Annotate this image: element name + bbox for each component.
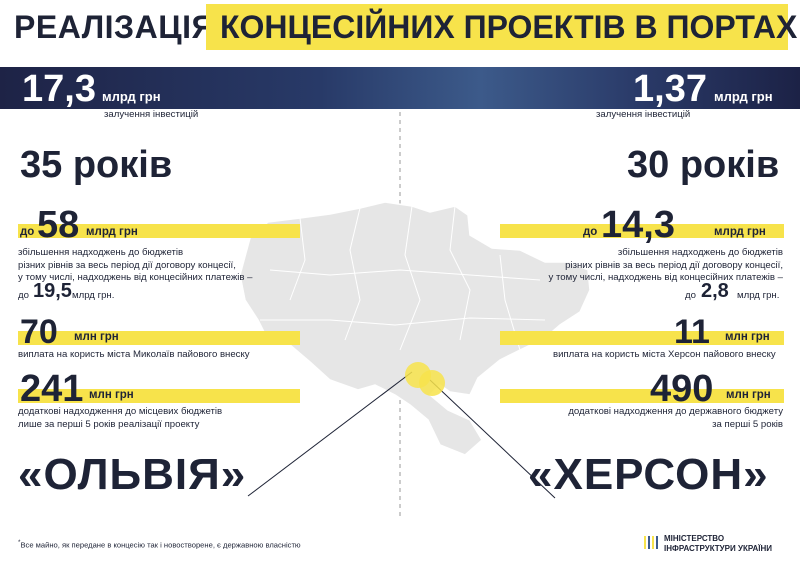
right-investment-value: 1,37 (633, 68, 707, 110)
left-budget-bar (18, 224, 300, 238)
ukraine-map-shape (239, 201, 591, 456)
right-budget-line-2: різних рівнів за весь період дії договор… (565, 259, 783, 271)
title-highlight-text: КОНЦЕСІЙНИХ ПРОЕКТІВ В ПОРТАХ (220, 9, 798, 45)
left-budget-line-3: у тому числі, надходжень від концесійних… (18, 272, 253, 283)
right-state-value: 490 (650, 368, 714, 410)
right-investment-unit: млрд грн (714, 89, 773, 104)
left-project-name: «ОЛЬВІЯ» (18, 450, 247, 499)
right-city-value: 11 (674, 313, 710, 351)
footnote-text: Все майно, як передане в концесію так і … (20, 540, 301, 550)
left-city-value: 70 (20, 313, 58, 351)
left-budget-sub-value: 19,5 (33, 280, 72, 302)
left-local-line-1: додаткові надходження до місцевих бюджет… (18, 406, 223, 417)
ministry-logo-line-2: ІНФРАСТРУКТУРИ УКРАЇНИ (664, 544, 772, 553)
right-years: 30 років (627, 144, 780, 186)
footnote: *Все майно, як передане в концесію так і… (18, 539, 301, 550)
right-budget-value: 14,3 (601, 204, 675, 246)
investment-band (0, 67, 800, 109)
right-budget-unit: млрд грн (714, 226, 766, 238)
ministry-logo-line-1: МІНІСТЕРСТВО (664, 534, 725, 543)
left-budget-unit: млрд грн (86, 226, 138, 238)
right-state-bar (500, 389, 784, 403)
left-city-unit: млн грн (74, 331, 119, 343)
left-investment-value: 17,3 (22, 68, 96, 110)
left-budget-line-1: збільшення надходжень до бюджетів (18, 247, 184, 258)
right-budget-sub-unit: млрд грн. (737, 290, 780, 301)
right-city-bar (500, 331, 784, 345)
right-budget-line-1: збільшення надходжень до бюджетів (617, 247, 783, 258)
title-highlight-box (206, 4, 788, 50)
right-budget-line-3: у тому числі, надходжень від концесійних… (548, 272, 783, 283)
right-budget-bar (500, 224, 784, 238)
right-state-line-1: додаткові надходження до державного бюдж… (568, 406, 783, 417)
left-local-line-2: лише за перші 5 років реалізації проекту (18, 418, 200, 430)
left-years: 35 років (20, 144, 173, 186)
right-city-unit: млн грн (725, 331, 770, 343)
kherson-port-marker (419, 370, 445, 396)
left-investment-unit: млрд грн (102, 89, 161, 104)
left-budget-sub-prefix: до (18, 290, 29, 301)
title-dark-part: РЕАЛІЗАЦІЯ (14, 9, 215, 45)
footnote-mark: * (18, 539, 21, 546)
left-local-bar (18, 389, 300, 403)
right-budget-sub-value: 2,8 (701, 280, 729, 302)
connector-lines (247, 371, 556, 499)
left-local-description: додаткові надходження до місцевих бюджет… (18, 406, 222, 431)
left-city-label: виплата на користь міста Миколаїв пайово… (18, 349, 250, 360)
region-borders (260, 205, 546, 351)
left-budget-prefix: до (20, 226, 35, 238)
right-project-name: «ХЕРСОН» (528, 450, 769, 499)
left-budget-line-2: різних рівнів за весь період дії договор… (18, 259, 236, 271)
left-budget-description: збільшення надходжень до бюджетів різних… (18, 247, 252, 285)
right-state-line-2: за перші 5 років (712, 418, 783, 430)
left-budget-sub-unit: млрд грн. (72, 290, 115, 301)
left-local-value: 241 (20, 368, 84, 410)
right-state-unit: млн грн (726, 389, 771, 401)
left-city-bar (18, 331, 300, 345)
right-city-label: виплата на користь міста Херсон пайового… (553, 349, 776, 360)
left-investment-label: залучення інвестицій (104, 109, 199, 120)
right-investment-label: залучення інвестицій (596, 109, 691, 120)
left-local-unit: млн грн (89, 389, 134, 401)
right-budget-prefix: до (583, 226, 598, 238)
ministry-logo-icon (644, 536, 658, 549)
ministry-logo-text: МІНІСТЕРСТВО ІНФРАСТРУКТУРИ УКРАЇНИ (664, 534, 772, 554)
right-budget-description: збільшення надходжень до бюджетів різних… (543, 247, 783, 285)
right-budget-sub-prefix: до (685, 290, 696, 301)
right-state-description: додаткові надходження до державного бюдж… (543, 406, 783, 431)
left-budget-value: 58 (37, 204, 80, 246)
